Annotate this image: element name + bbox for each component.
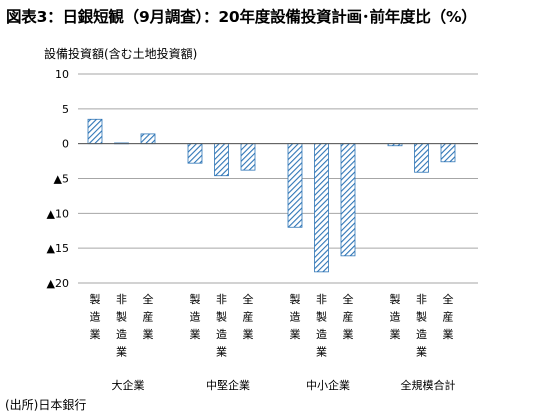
category-label: 全産業 (443, 292, 454, 341)
group-label: 全規模合計 (401, 378, 456, 392)
bar (187, 143, 203, 164)
bar (140, 133, 156, 145)
bar (340, 143, 356, 257)
gridlines (78, 73, 478, 284)
category-label: 製造業 (290, 292, 301, 341)
bar (240, 143, 256, 171)
category-label: 製造業 (390, 292, 401, 341)
chart-title: 図表3：日銀短観（9月調査）：20年度設備投資計画･前年度比（%） (6, 8, 477, 26)
bars (87, 118, 456, 273)
group-label: 中堅企業 (206, 378, 250, 392)
category-label: 全産業 (243, 292, 254, 341)
bar (214, 143, 229, 177)
category-label: 製造業 (190, 292, 201, 341)
y-tick-label: ▲5 (54, 173, 69, 186)
category-label: 全産業 (343, 292, 354, 341)
group-label: 大企業 (112, 378, 145, 392)
y-tick-label: ▲10 (47, 207, 69, 220)
bar (440, 143, 456, 163)
source-note: (出所)日本銀行 (5, 398, 87, 412)
y-tick-label: 10 (55, 68, 69, 81)
bar (314, 143, 329, 273)
y-axis-label: 設備投資額(含む土地投資額) (44, 47, 198, 61)
y-tick-label: ▲15 (47, 242, 69, 255)
category-label: 非製造業 (116, 293, 127, 359)
bar (414, 143, 429, 173)
group-label: 中小企業 (306, 378, 350, 392)
category-label: 製造業 (90, 292, 101, 341)
y-tick-label: 5 (62, 103, 69, 116)
bar (287, 143, 303, 228)
category-label: 全産業 (143, 292, 154, 341)
bar (87, 118, 103, 145)
category-label: 非製造業 (416, 293, 427, 359)
y-tick-label: ▲20 (47, 277, 69, 290)
category-label: 非製造業 (316, 293, 327, 359)
y-tick-label: 0 (62, 138, 69, 151)
category-label: 非製造業 (216, 293, 227, 359)
